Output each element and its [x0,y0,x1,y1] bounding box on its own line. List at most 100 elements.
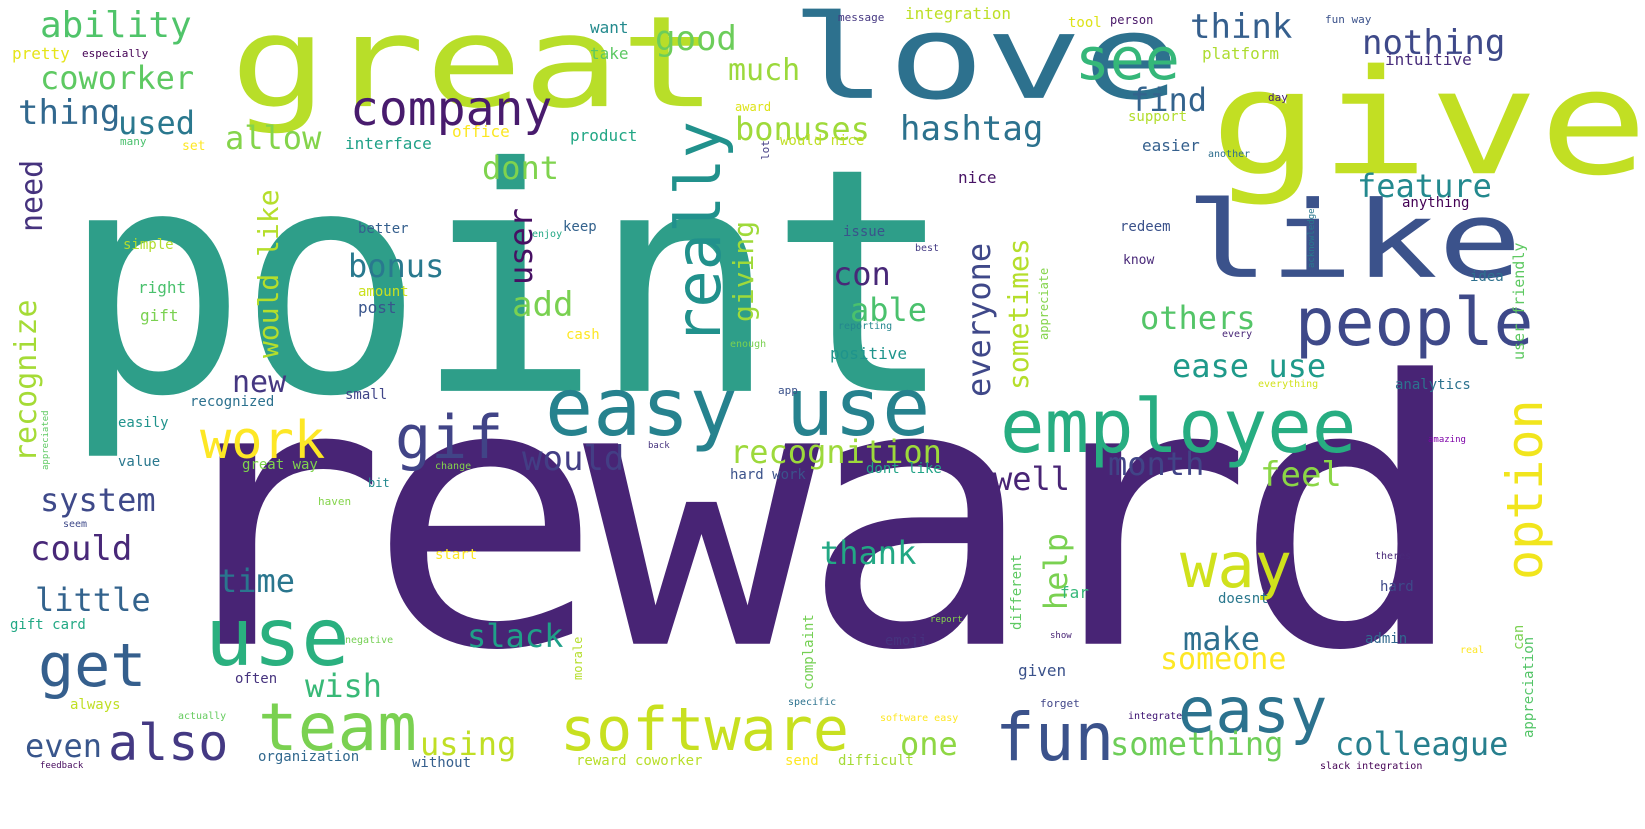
word-make: make [1183,620,1261,658]
word-con: con [833,255,891,293]
word-think: think [1190,7,1293,47]
word-hard: hard [1380,579,1414,595]
word-keep: keep [563,219,597,235]
word-redeem: redeem [1120,219,1171,235]
word-great-way: great way [242,457,318,473]
word-fun: fun [995,699,1115,776]
word-fun-way: fun way [1325,13,1372,26]
word-user-friendly: user friendly [1510,242,1528,360]
word-back: back [648,441,670,451]
word-platform: platform [1202,44,1280,63]
word-using: using [420,725,517,763]
word-feature: feature [1357,167,1492,205]
word-specific: specific [788,697,837,708]
word-admin: admin [1365,631,1408,647]
word-acknowledge: acknowledge [1307,208,1317,268]
word-haven: haven [318,495,352,508]
word-everyone: everyone [960,242,998,397]
word-given: given [1018,661,1067,680]
word-also: also [108,714,229,772]
word-analytics: analytics [1395,377,1471,393]
word-easy: easy [1178,674,1328,747]
word-someone: someone [1160,642,1287,677]
word-coworker: coworker [40,59,195,97]
word-message: message [838,11,885,24]
word-better: better [358,221,409,237]
word-bit: bit [368,476,390,490]
word-forget: forget [1040,697,1080,710]
word-sometimes: sometimes [1002,238,1035,390]
word-nice: nice [958,168,997,187]
word-wish: wish [305,667,383,705]
word-want: want [590,18,629,37]
word-feel: feel [1260,455,1342,495]
word-team: team [258,689,417,766]
word-ease-use: ease use [1172,347,1327,385]
word-reporting: reporting [838,321,893,332]
word-slack: slack [467,617,564,655]
word-intuitive: intuitive [1385,50,1472,69]
word-every: every [1222,329,1253,340]
word-far: far [1060,583,1089,602]
word-hard-work: hard work [730,467,806,483]
word-even: even [25,727,103,765]
word-gift-card: gift card [10,617,86,633]
word-add: add [512,285,574,325]
word-another: another [1208,149,1251,160]
word-organization: organization [258,749,360,765]
word-system: system [40,481,156,519]
word-change: change [435,461,472,472]
word-negative: negative [345,635,394,646]
word-tool: tool [1068,15,1102,31]
word-emoji: emoji [885,633,928,649]
word-thank: thank [820,534,917,572]
word-give: give [1210,38,1645,208]
word-thing: thing [18,93,121,133]
word-office: office [452,122,510,141]
word-people: people [1295,284,1534,361]
word-like: like [1185,178,1523,303]
word-appreciate: appreciate [1037,267,1051,340]
word-dont-like: dont like [866,461,942,477]
word-easily: easily [118,415,169,431]
word-giving: giving [727,220,760,322]
word-able: able [850,291,928,329]
word-colleague: colleague [1335,725,1509,763]
word-integrate: integrate [1128,711,1183,722]
word-person: person [1110,13,1154,27]
word-recognized: recognized [190,394,275,410]
word-know: know [1123,253,1155,268]
word-award: award [735,100,772,114]
word-value: value [118,454,161,470]
word-way: way [1180,529,1292,602]
word-dont: dont [482,149,560,187]
word-morale: morale [571,636,585,680]
word-theres: theres [1375,551,1412,562]
word-show: show [1050,631,1072,641]
word-could: could [30,529,133,569]
word-used: used [118,104,196,142]
word-cash: cash [566,327,600,343]
word-appreciation: appreciation [1521,636,1537,738]
word-many: many [120,135,147,148]
word-slack-integration: slack integration [1320,761,1423,772]
word-work: work [200,411,326,471]
word-can: can [1511,624,1527,650]
word-without: without [412,755,472,771]
word-different: different [1009,554,1025,630]
word-appreciated: appreciated [41,410,51,470]
word-real: real [1460,645,1485,656]
word-recognition: recognition [730,433,942,471]
word-get: get [38,631,147,701]
word-bonus: bonus [348,247,445,285]
word-would-like: would like [252,189,285,358]
word-reward: reward [150,304,1470,731]
word-really: really [662,121,735,345]
word-enjoy: enjoy [532,229,563,240]
word-software-easy: software easy [880,713,959,724]
word-see: see [1075,25,1180,93]
word-always: always [70,697,121,713]
word-month: month [1108,445,1205,483]
word-well: well [993,460,1071,498]
